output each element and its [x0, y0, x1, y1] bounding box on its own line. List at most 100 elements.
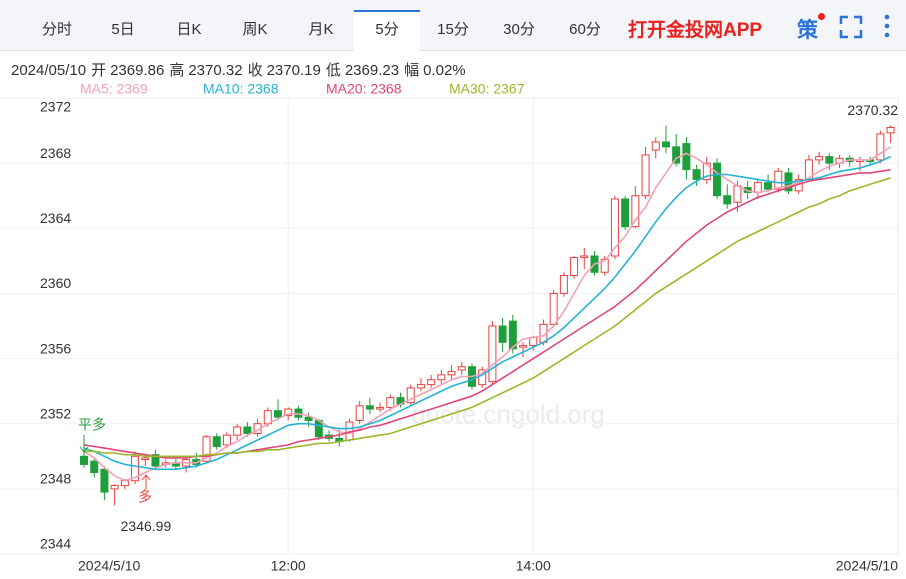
candle-body	[437, 374, 446, 381]
low-label: 2346.99	[121, 518, 172, 534]
y-tick-label: 2372	[40, 99, 71, 115]
info-value: 2370.32	[188, 62, 243, 79]
x-tick-label: 2024/5/10	[836, 558, 898, 574]
signal-arrow	[79, 435, 89, 453]
candle-body	[141, 457, 150, 461]
candle-body	[284, 408, 293, 417]
candle-body	[692, 169, 701, 180]
ma-line	[83, 155, 891, 471]
candle-body	[713, 162, 722, 197]
candle-body	[90, 460, 99, 474]
candle-body	[529, 336, 538, 347]
candle-body	[447, 371, 456, 376]
info-value: 0.02%	[423, 62, 466, 79]
candle-body	[886, 126, 895, 134]
y-tick-label: 2364	[40, 210, 71, 226]
candle-body	[641, 154, 650, 197]
x-tick-label: 2024/5/10	[78, 558, 140, 574]
legend-entry: MA30: 2367	[449, 81, 525, 97]
candle-body	[876, 133, 885, 161]
candle-body	[243, 426, 252, 434]
ma-line	[84, 177, 891, 458]
x-tick-label: 12:00	[271, 558, 306, 574]
candle-body	[753, 182, 762, 193]
candle-body	[600, 258, 609, 273]
y-tick-label: 2368	[40, 145, 71, 161]
y-tick-label: 2344	[40, 536, 71, 552]
candle-body	[273, 410, 282, 418]
high-label: 2370.32	[847, 102, 898, 118]
candle-body	[212, 436, 221, 448]
candle-body	[457, 366, 466, 371]
info-value: 2369.86	[110, 62, 165, 79]
info-label: 低	[325, 62, 341, 79]
info-label: 收	[247, 62, 263, 79]
tab[interactable]: 15分	[437, 21, 469, 38]
y-tick-label: 2348	[40, 471, 71, 487]
signal-label: 平多	[78, 417, 106, 433]
candle-body	[131, 455, 140, 482]
candle-body	[233, 426, 242, 436]
candle-body	[702, 162, 711, 180]
legend-entry: MA5: 2369	[80, 81, 148, 97]
tab-bar: 分时 5日 日K 周K 月K 5分 15分 30分 60分 打开金投网APP 策	[0, 0, 906, 51]
info-date: 2024/05/10	[11, 62, 87, 79]
y-tick-label: 2352	[40, 405, 71, 421]
candle-body	[406, 387, 415, 404]
signal-label: 多	[138, 489, 152, 505]
tab[interactable]: 5分	[354, 10, 420, 51]
candle-body	[764, 182, 773, 190]
candle-body	[733, 185, 742, 203]
app-link[interactable]: 打开金投网APP	[628, 20, 763, 41]
tab[interactable]: 5日	[111, 21, 135, 38]
candle-body	[110, 485, 119, 490]
candle-body	[508, 320, 517, 350]
ma-line	[83, 146, 892, 482]
strategy-button[interactable]: 策	[797, 19, 818, 42]
candle-body	[580, 255, 589, 259]
signal-arrow	[141, 474, 151, 489]
candle-body	[661, 141, 670, 148]
candle-body	[416, 384, 425, 389]
tab[interactable]: 月K	[308, 21, 334, 38]
candle-body	[815, 156, 824, 161]
info-value: 2369.23	[344, 62, 400, 79]
tab[interactable]: 日K	[176, 21, 202, 38]
legend-entry: MA10: 2368	[203, 81, 279, 97]
candle-body	[621, 198, 630, 228]
info-label: 开	[91, 62, 107, 79]
tab[interactable]: 分时	[41, 21, 72, 38]
info-value: 2370.19	[266, 62, 321, 79]
info-label: 幅	[404, 62, 420, 79]
candle-body	[610, 198, 619, 257]
strategy-dot	[818, 13, 825, 20]
candle-body	[100, 468, 109, 493]
candle-body	[498, 325, 507, 343]
candle-body	[427, 379, 436, 386]
candle-body	[355, 405, 364, 421]
candle-body	[386, 397, 395, 408]
tab[interactable]: 30分	[503, 21, 535, 38]
candle-body	[682, 143, 691, 171]
candle-body	[222, 434, 231, 446]
tab[interactable]: 60分	[569, 21, 601, 38]
candle-body	[774, 170, 783, 190]
candle-body	[559, 275, 568, 294]
y-tick-label: 2356	[40, 340, 71, 356]
x-tick-label: 14:00	[516, 558, 551, 574]
y-tick-label: 2360	[40, 275, 71, 291]
candle-body	[570, 257, 579, 277]
info-line: 2024/05/10 开 2369.86 高 2370.32 收 2370.19 低 2369.…	[11, 59, 471, 80]
candle-body	[672, 146, 681, 164]
candle-body	[304, 416, 313, 421]
candle-body	[365, 405, 374, 410]
candle-body	[202, 436, 211, 462]
tab[interactable]: 周K	[242, 21, 268, 38]
candle-body	[631, 195, 640, 228]
candle-body	[651, 141, 660, 151]
candle-body	[488, 325, 497, 382]
candle-body	[151, 454, 160, 467]
info-label: 高	[169, 62, 185, 79]
